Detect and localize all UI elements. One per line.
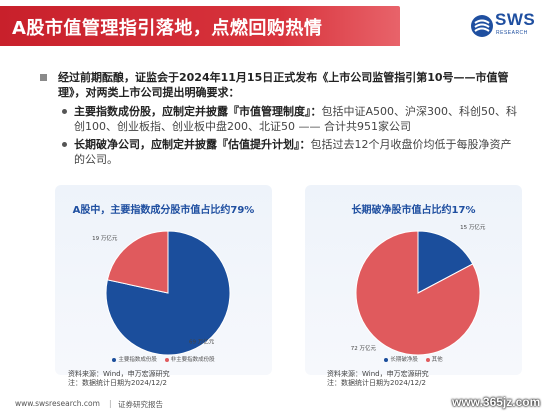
date-note-line: 注：数据统计日期为2024/12/2 [327,379,426,387]
chart-legend: 长期破净股 其他 [305,355,522,363]
chart-panel-index-constituents: A股中，主要指数成分股市值占比约79% 69 万亿元 19 万亿元 主要指数成份股… [55,185,272,375]
chart-title: A股中，主要指数成分股市值占比约79% [72,205,255,216]
source-note-right: 资料来源：Wind，申万宏源研究 注：数据统计日期为2024/12/2 [327,370,429,388]
sub-bullet-bold: 长期破净公司，应制定并披露『估值提升计划』： [74,138,311,151]
pie-data-label: 19 万亿元 [92,234,118,242]
main-content: 经过前期酝酿，证监会于2024年11月15日正式发布《上市公司监管指引第10号—… [40,70,520,167]
sws-logo-icon [471,15,493,37]
legend-swatch [384,357,389,362]
legend-item: 长期破净股 [384,355,418,363]
legend-label: 长期破净股 [390,357,418,363]
square-bullet-icon [40,74,47,81]
chart-legend: 主要指数成份股 非主要指数成份股 [55,355,272,363]
logo-text: SWS [495,10,536,29]
sub-bullet-bold: 主要指数成份股，应制定并披露『市值管理制度』： [74,105,322,118]
sub-bullet-text: 包括中证A500、沪深300、科创50、科创100、创业板指、创业板中盘200、… [74,105,518,133]
legend-item: 非主要指数成份股 [164,355,215,363]
sub-bullet-text: 包括过去12个月收盘价均低于每股净资产的公司。 [74,138,512,166]
slide-title: A股市值管理指引落地，点燃回购热情 [12,18,323,39]
pie-chart-below-book: 15 万亿元 72 万亿元 [351,223,486,356]
pie-data-label: 69 万亿元 [189,338,215,346]
source-line: 资料来源：Wind，申万宏源研究 [327,370,429,378]
main-bullet-text: 经过前期酝酿，证监会于2024年11月15日正式发布《上市公司监管指引第10号—… [58,71,509,99]
title-bar: A股市值管理指引落地，点燃回购热情 [0,6,400,46]
legend-label: 主要指数成份股 [118,357,157,363]
pie-slice-1 [106,230,169,294]
legend-label: 非主要指数成份股 [170,357,215,363]
main-bullet: 经过前期酝酿，证监会于2024年11月15日正式发布《上市公司监管指引第10号—… [40,70,520,100]
footer-url[interactable]: www.swsresearch.com [15,399,100,408]
footer-label: 证券研究报告 [118,400,163,409]
legend-item: 主要指数成份股 [112,355,157,363]
dot-bullet-icon [62,109,67,114]
source-note-left: 资料来源：Wind，申万宏源研究 注：数据统计日期为2024/12/2 [68,370,170,388]
legend-swatch [425,357,430,362]
chart-panel-below-book: 长期破净股市值占比约17% 15 万亿元 72 万亿元 长期破净股 其他 [305,185,522,375]
pie-data-label: 72 万亿元 [351,344,377,352]
sws-logo: SWS RESEARCH [470,10,540,42]
sub-bullet-index-constituents: 主要指数成份股，应制定并披露『市值管理制度』：包括中证A500、沪深300、科创… [40,104,520,134]
legend-label: 其他 [431,357,443,363]
legend-item: 其他 [425,355,443,363]
watermark: www.365jz.com [452,395,541,409]
slide-header: A股市值管理指引落地，点燃回购热情 SWS RESEARCH [0,0,550,50]
legend-swatch [112,357,117,362]
dot-bullet-icon [62,142,67,147]
sub-bullet-list: 主要指数成份股，应制定并披露『市值管理制度』：包括中证A500、沪深300、科创… [40,104,520,167]
source-line: 资料来源：Wind，申万宏源研究 [68,370,170,378]
pie-slice-1 [355,230,481,356]
pie-slice-0 [417,230,474,294]
legend-swatch [164,357,169,362]
pie-data-label: 15 万亿元 [460,223,486,231]
logo-subtext: RESEARCH [496,30,528,36]
footer-separator: | [109,399,112,408]
slide-footer: www.swsresearch.com | 证券研究报告 www.365jz.c… [0,395,550,413]
sub-bullet-below-book: 长期破净公司，应制定并披露『估值提升计划』：包括过去12个月收盘价均低于每股净资… [40,137,520,167]
chart-title: 长期破净股市值占比约17% [351,205,476,216]
pie-chart-index-constituents: 69 万亿元 19 万亿元 [92,230,231,356]
date-note-line: 注：数据统计日期为2024/12/2 [68,379,167,387]
